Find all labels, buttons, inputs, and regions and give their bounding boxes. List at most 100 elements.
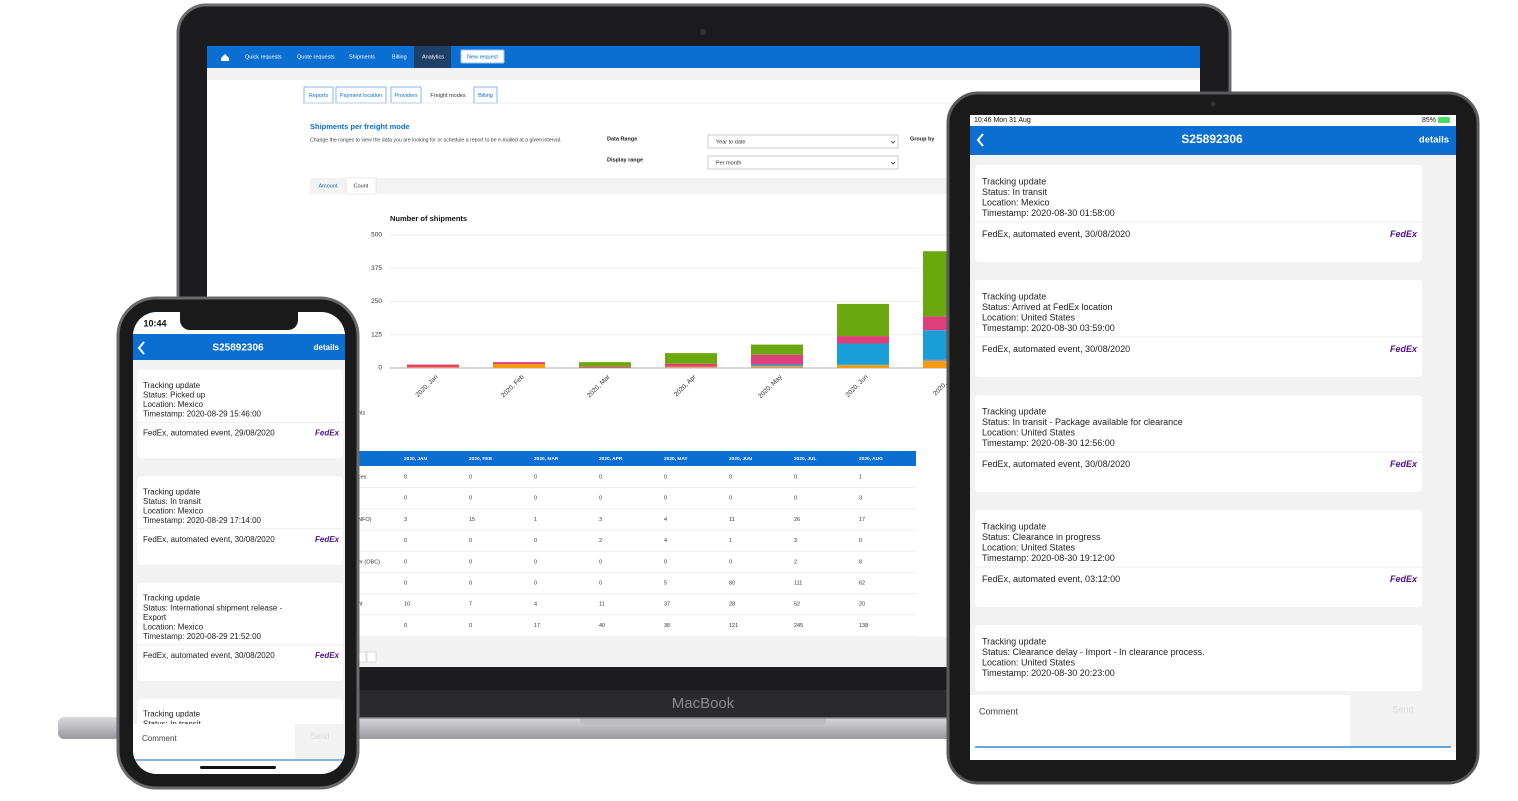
home-indicator [200,766,276,769]
tracking-card [137,582,343,681]
cell: 7 [469,602,472,608]
bar-segment [751,365,803,367]
section-description: Change the ranges to view the data you a… [310,137,561,143]
card-footer: FedEx, automated event, 30/08/2020 [982,459,1130,469]
card-line: Location: United States [982,313,1076,323]
new-request-button[interactable] [460,49,505,64]
cell: 17 [534,623,540,629]
card-line: Location: United States [982,658,1076,668]
fedex-logo: FedEx [1390,344,1418,354]
cell: 38 [664,623,670,629]
cell: 0 [469,496,472,502]
tablet-status [970,115,1456,126]
header-details[interactable]: details [1419,135,1449,146]
cell: 111 [794,580,802,586]
send-area[interactable] [1350,695,1456,747]
cell: 0 [664,559,667,565]
cell: 0 [729,474,732,480]
card-line: Location: United States [982,428,1076,438]
cell: 0 [404,580,407,586]
cell: 80 [729,580,735,586]
cell: 0 [469,474,472,480]
bar-segment [837,365,889,368]
card-line: Tracking update [143,594,201,603]
bar-segment [751,354,803,365]
fedex-logo: FedEx [1390,459,1418,469]
card-line: Export [143,613,167,622]
camera [700,29,706,35]
card-line: Status: International shipment release - [143,603,283,612]
send-button[interactable]: Send [311,732,330,741]
cell: 0 [794,474,797,480]
card-line: Timestamp: 2020-08-30 01:58:00 [982,208,1115,218]
y-tick-label: 250 [371,298,382,305]
y-tick-label: 125 [371,331,382,338]
column-header: 2020, MAY [664,456,688,462]
bar-segment [407,367,459,368]
nav-item: Quick requests [245,54,282,60]
select-caret [890,161,896,165]
bar-segment [579,362,631,367]
cell: 0 [729,496,732,502]
nav-item: Shipments [349,54,375,60]
select[interactable] [707,134,899,149]
bar-segment [837,303,889,337]
cell: 0 [664,474,667,480]
send-button[interactable]: Send [1392,704,1413,714]
card-line: Tracking update [982,177,1046,187]
cell: 0 [404,538,407,544]
new-request-label: New request [467,54,498,60]
tracking-card [975,510,1422,607]
card-line: Timestamp: 2020-08-30 19:12:00 [982,553,1115,563]
cell: 0 [534,559,537,565]
home-icon[interactable] [221,54,229,61]
bar-segment [665,353,717,364]
tracking-card [975,165,1422,262]
nav-bar [207,46,1200,68]
send-area[interactable] [295,724,345,760]
card-line: Location: Mexico [982,198,1050,208]
card-line: Timestamp: 2020-08-30 20:23:00 [982,668,1115,678]
tracking-card [975,280,1422,377]
subtab: Amount [319,183,338,189]
subtab-bar [310,178,950,194]
header-title: S25892306 [1181,132,1243,146]
cell: 4 [534,602,537,608]
tablet-camera [1210,101,1216,107]
bar-segment [665,363,717,367]
cell: 4 [664,538,667,544]
card-line: Status: In transit [143,719,202,728]
column-header: 2020, JUL [794,456,816,462]
back-button[interactable] [137,341,145,355]
bar-segment [837,336,889,344]
card-footer: FedEx, automated event, 30/08/2020 [982,229,1130,239]
fedex-logo: FedEx [1390,574,1418,584]
card-line: Status: In transit - Package available f… [982,417,1183,427]
comment-placeholder: Comment [142,734,177,743]
card-line: Status: Clearance delay - Import - In cl… [982,647,1205,657]
cell: 17 [859,517,865,523]
cell: 0 [534,474,537,480]
cell: 0 [469,559,472,565]
cell: 2 [794,559,797,565]
fedex-logo: FedEx [315,535,340,544]
tab-label: Billing [478,93,493,99]
cell: 138 [859,623,868,629]
back-button[interactable] [976,133,984,147]
cell: 121 [729,623,738,629]
cell: 2 [599,538,602,544]
bar-segment [751,366,803,368]
header-details[interactable]: details [314,343,340,352]
tab-label: Freight modes [430,93,465,99]
notch [180,312,298,330]
page-button[interactable] [366,651,377,663]
select[interactable] [707,155,899,170]
column-header: 2020, APR [599,456,623,462]
fedex-logo: FedEx [315,429,340,438]
column-header: 2020, FEB [469,456,492,462]
cell: 0 [729,559,732,565]
tracking-card [137,476,343,565]
cell: 0 [469,623,472,629]
tab-label: Reports [309,93,329,99]
bar-segment [579,366,631,368]
